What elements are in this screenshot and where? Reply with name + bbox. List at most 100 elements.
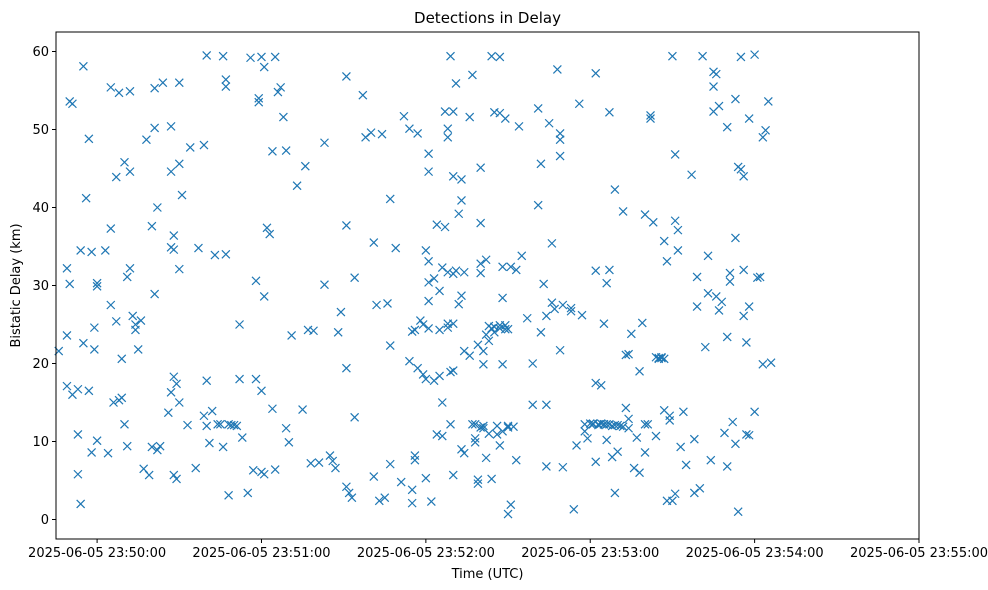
data-point [487, 51, 497, 61]
data-point [640, 447, 650, 457]
data-point [725, 277, 735, 287]
data-point [602, 278, 612, 288]
y-tick-label: 0 [41, 513, 49, 528]
y-tick-label: 20 [32, 357, 49, 372]
data-point [670, 216, 680, 226]
data-point [254, 97, 264, 107]
data-point [440, 222, 450, 232]
data-point [459, 267, 469, 277]
data-point [689, 434, 699, 444]
data-point [383, 299, 392, 308]
data-point [281, 423, 291, 433]
data-point [328, 456, 338, 466]
data-point [744, 302, 754, 311]
data-point [487, 323, 497, 333]
data-point [426, 497, 436, 506]
data-point [172, 379, 181, 389]
data-point [147, 221, 157, 231]
data-point [637, 318, 647, 328]
data-point [341, 72, 351, 81]
data-point [152, 445, 162, 455]
data-point [596, 380, 606, 390]
data-point [435, 371, 444, 381]
data-point [728, 417, 738, 427]
data-point [736, 52, 746, 62]
data-point [720, 428, 729, 438]
data-point [120, 419, 129, 429]
data-point [668, 51, 677, 61]
data-point [281, 146, 291, 155]
data-point [766, 358, 776, 368]
data-point [473, 475, 483, 485]
data-point [424, 149, 434, 159]
data-point [150, 289, 160, 299]
data-point [380, 493, 390, 503]
data-point [744, 430, 754, 440]
data-point [478, 359, 488, 369]
data-point [457, 291, 466, 301]
data-point [385, 341, 395, 350]
data-point [739, 171, 749, 181]
data-point [624, 414, 634, 424]
data-point [410, 455, 420, 465]
data-point [741, 430, 751, 439]
data-point [750, 407, 760, 417]
data-point [424, 167, 434, 177]
data-point [202, 50, 212, 60]
data-point [722, 462, 732, 471]
data-point [369, 238, 379, 248]
data-point [183, 420, 192, 430]
data-point [424, 277, 434, 287]
data-point [550, 304, 560, 314]
data-point [443, 124, 453, 134]
data-point [547, 298, 557, 308]
data-point [259, 469, 269, 479]
data-point [473, 479, 483, 489]
data-point [404, 356, 414, 366]
data-point [369, 472, 379, 482]
data-point [163, 408, 173, 418]
data-point [500, 324, 510, 334]
data-point [78, 338, 88, 348]
data-point [640, 419, 650, 429]
data-point [613, 420, 623, 430]
data-point [470, 433, 480, 443]
data-point [443, 132, 453, 142]
data-point [62, 381, 72, 391]
y-axis-label: Bistatic Delay (km) [9, 223, 24, 347]
data-point [624, 423, 634, 433]
data-point [643, 419, 653, 429]
data-point [374, 496, 384, 506]
data-point [273, 87, 283, 97]
data-point [210, 250, 220, 260]
data-point [448, 107, 458, 116]
data-point [446, 367, 455, 377]
data-point [385, 459, 395, 469]
data-point [111, 172, 121, 182]
data-point [610, 185, 620, 194]
data-point [218, 51, 228, 61]
data-point [528, 359, 538, 368]
data-point [320, 138, 329, 148]
data-point [755, 272, 765, 282]
data-point [470, 437, 480, 447]
data-point [457, 174, 466, 184]
data-point [259, 291, 269, 301]
data-point [481, 255, 491, 265]
data-point [73, 430, 83, 439]
data-point [73, 469, 83, 479]
data-point [106, 82, 116, 92]
data-point [257, 386, 266, 396]
data-point [174, 398, 184, 407]
data-point [207, 406, 217, 416]
data-point [695, 483, 705, 493]
data-point [618, 206, 628, 216]
data-point [270, 465, 280, 475]
data-point [714, 101, 724, 111]
data-point [87, 447, 97, 457]
data-point [558, 300, 568, 310]
data-point [268, 146, 277, 156]
data-point [495, 440, 505, 450]
data-point [199, 140, 209, 150]
